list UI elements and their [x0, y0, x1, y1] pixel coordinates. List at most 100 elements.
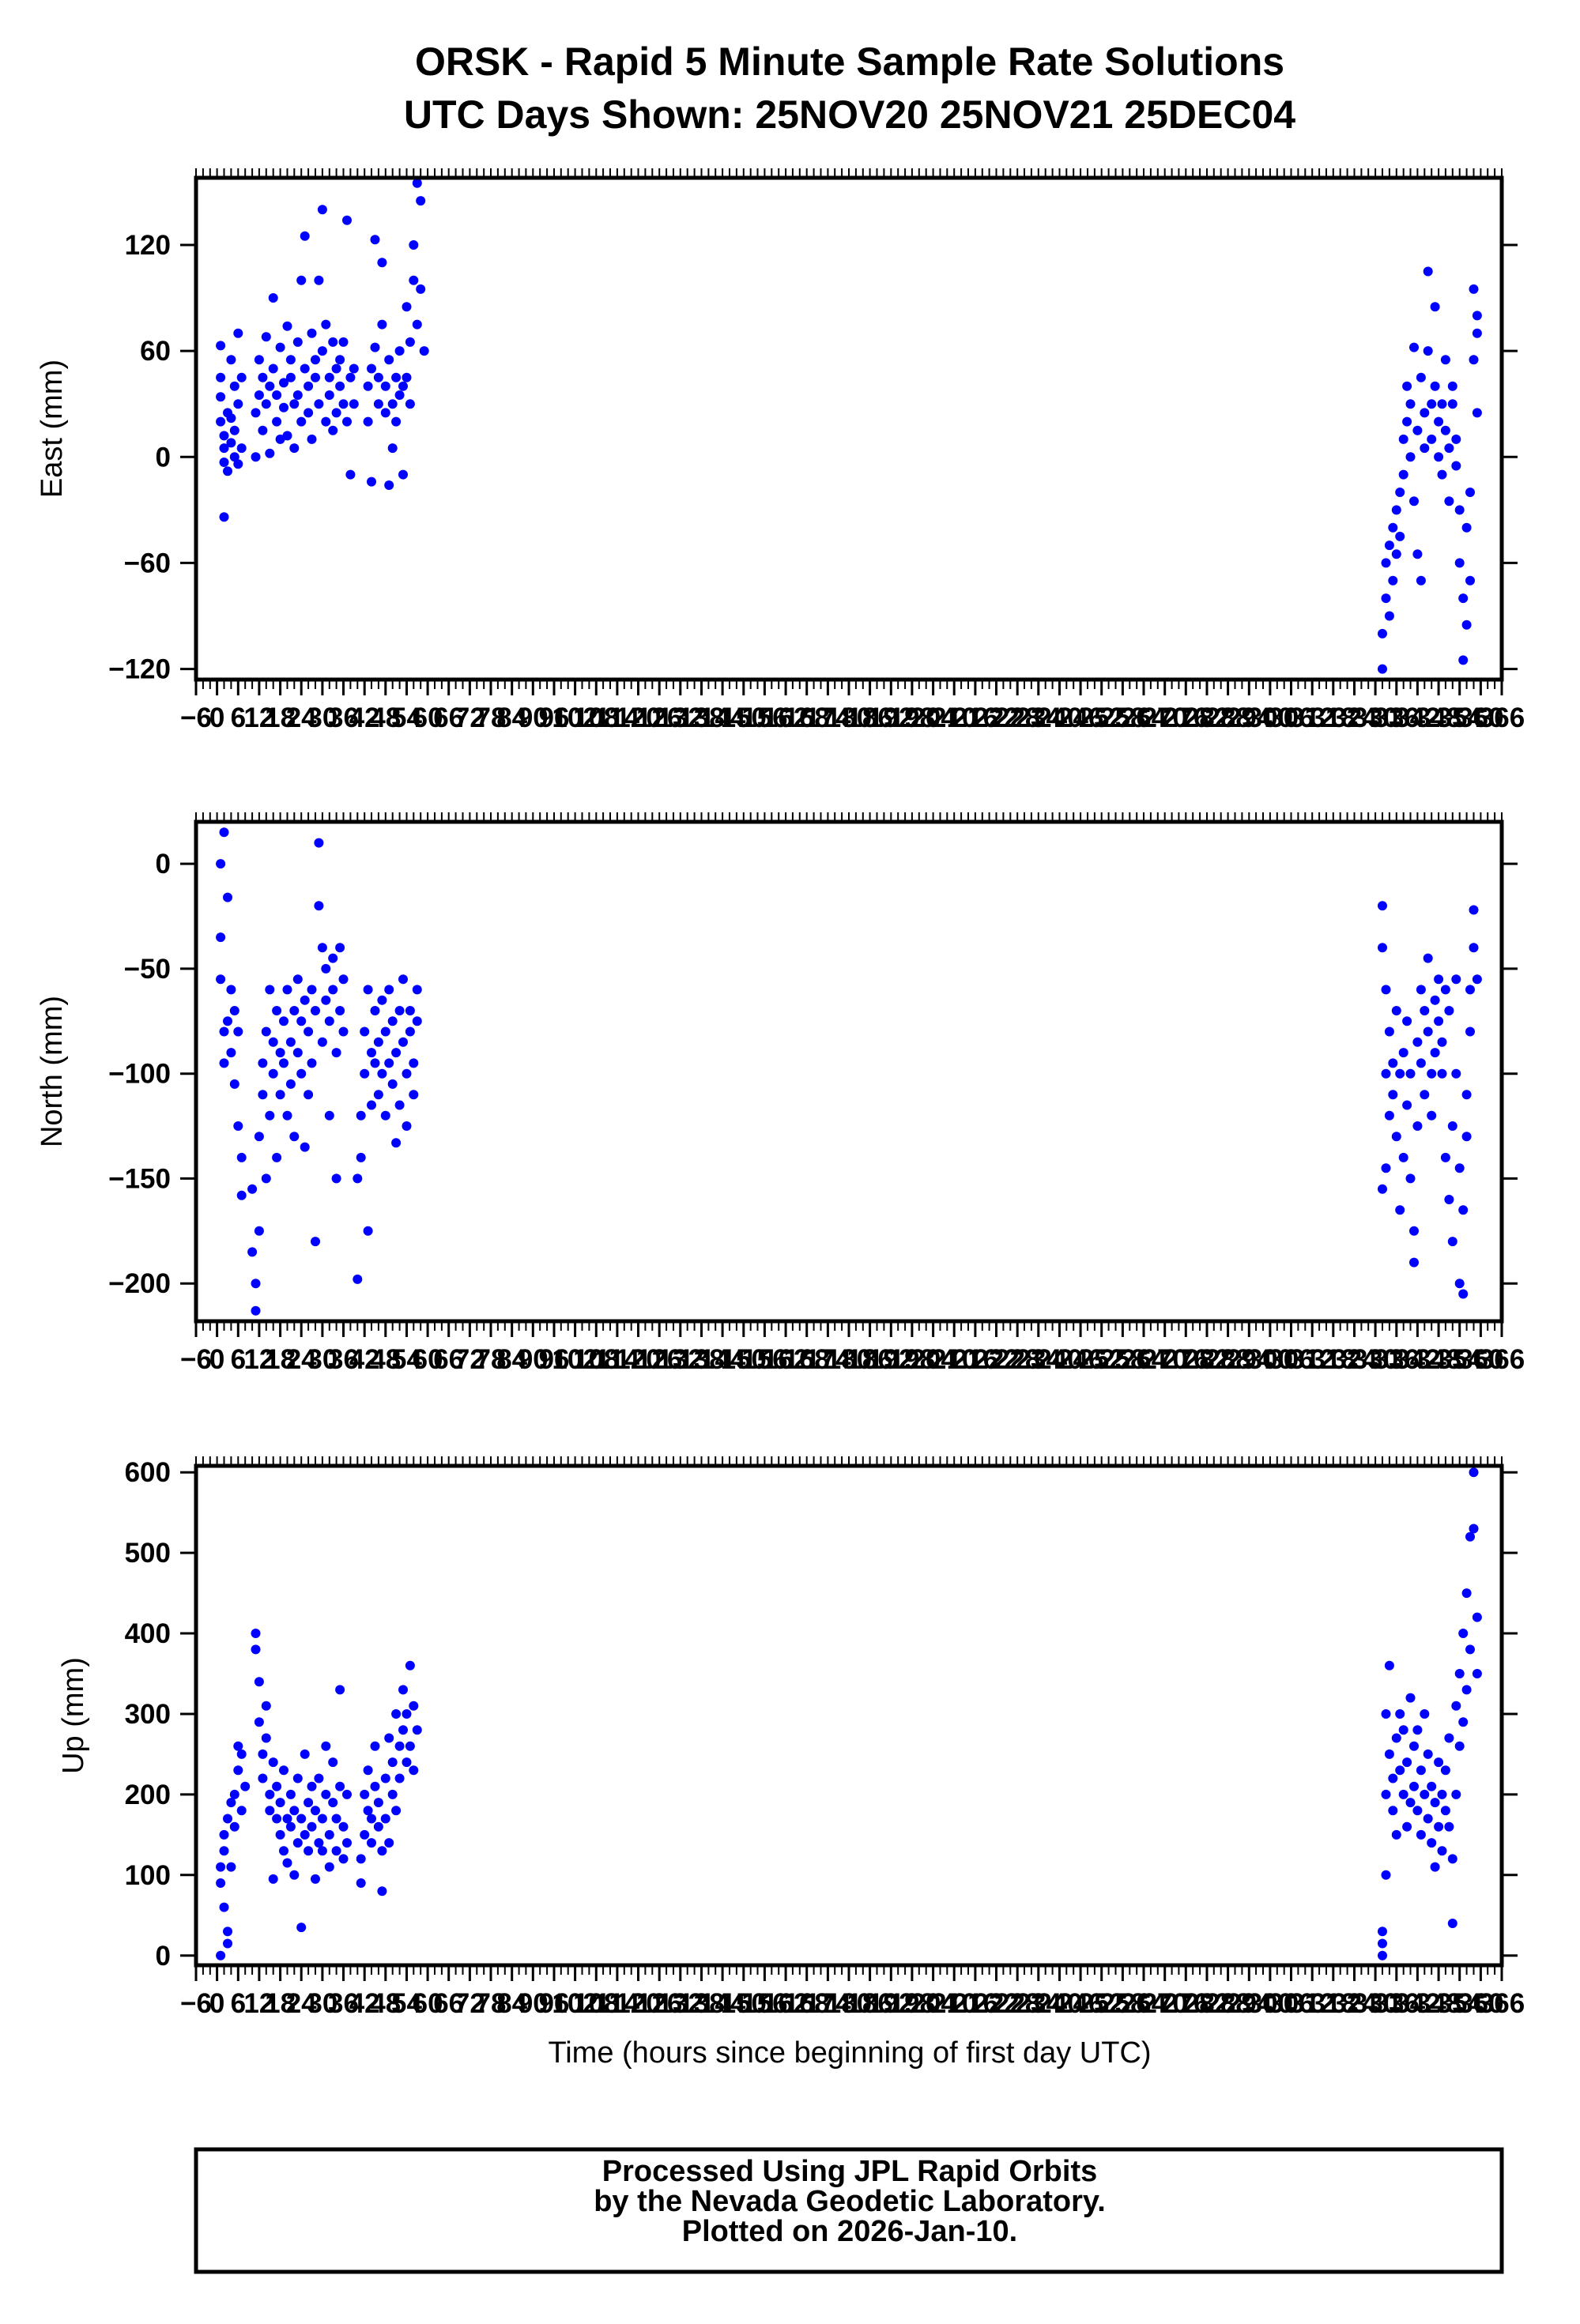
data-point: [331, 1814, 341, 1824]
x-tick-label: 0: [209, 1988, 224, 2019]
data-point: [261, 399, 271, 409]
data-point: [272, 390, 282, 400]
data-point: [1378, 1938, 1387, 1949]
x-tick-label: 120: [615, 702, 661, 733]
x-tick-label: 78: [476, 1344, 507, 1375]
data-point: [1423, 1026, 1433, 1037]
x-tick-label: 132: [658, 702, 703, 733]
x-tick-label: 198: [889, 1988, 935, 2019]
x-tick-label: 138: [678, 1988, 724, 2019]
data-point: [367, 1048, 376, 1058]
data-point: [1434, 416, 1444, 427]
x-tick-label: 24: [286, 702, 317, 733]
data-point: [1409, 1257, 1419, 1267]
data-point: [380, 1773, 390, 1783]
data-point: [338, 1821, 349, 1832]
x-tick-label: 252: [1078, 1988, 1124, 2019]
y-tick-label: 200: [125, 1780, 171, 1810]
x-tick-label: 210: [931, 1988, 977, 2019]
data-point: [356, 1152, 366, 1162]
x-tick-label: −6: [180, 702, 212, 733]
x-tick-label: 102: [552, 1988, 598, 2019]
y-tick-label: −200: [108, 1268, 171, 1299]
data-point: [1405, 1173, 1416, 1184]
data-point: [1461, 1132, 1472, 1142]
data-point: [229, 1079, 239, 1089]
data-point: [279, 1765, 288, 1776]
data-point: [292, 337, 303, 347]
data-point: [1434, 1757, 1444, 1768]
y-tick-label: 100: [125, 1860, 171, 1891]
data-point: [314, 275, 324, 285]
x-tick-label: 324: [1331, 1344, 1378, 1375]
x-tick-label: 6: [231, 1344, 246, 1375]
data-point: [279, 1058, 288, 1068]
data-point: [1388, 575, 1398, 586]
data-point: [285, 372, 296, 382]
data-point: [1388, 1806, 1398, 1816]
data-point: [251, 408, 261, 418]
data-point: [254, 1677, 264, 1687]
data-point: [1472, 311, 1482, 321]
x-tick-label: 150: [721, 1344, 767, 1375]
data-point: [236, 1806, 247, 1816]
data-point: [1458, 1205, 1469, 1215]
x-tick-label: 96: [539, 1988, 570, 2019]
data-point: [314, 399, 324, 409]
data-point: [258, 425, 268, 435]
data-point: [394, 390, 405, 400]
data-point: [384, 1058, 394, 1068]
data-point: [1395, 1068, 1405, 1079]
x-tick-label: 60: [413, 702, 443, 733]
x-tick-label: 48: [370, 1988, 401, 2019]
data-point: [272, 1814, 282, 1824]
x-tick-label: 336: [1374, 1988, 1420, 2019]
data-point: [285, 355, 296, 365]
x-tick-label: 174: [805, 1344, 851, 1375]
data-point: [1391, 1132, 1401, 1142]
plot-frame: [194, 175, 1504, 682]
data-point: [233, 399, 243, 409]
x-tick-label: 222: [973, 1988, 1019, 2019]
x-tick-label: 330: [1352, 1344, 1398, 1375]
data-point: [349, 363, 359, 374]
x-axis-label: Time (hours since beginning of first day…: [548, 2036, 1151, 2070]
x-tick-label: 324: [1331, 1988, 1378, 2019]
x-tick-label: 60: [413, 1988, 443, 2019]
data-point: [279, 402, 288, 412]
x-tick-label: 276: [1163, 1344, 1209, 1375]
data-point: [353, 1274, 363, 1284]
data-point: [216, 859, 226, 869]
data-point: [1472, 1612, 1482, 1622]
x-tick-label: 84: [496, 1344, 527, 1375]
data-point: [1412, 1037, 1423, 1047]
x-tick-label: 366: [1479, 1988, 1525, 2019]
data-point: [307, 1058, 317, 1068]
data-point: [258, 1749, 268, 1759]
y-axis-label: East (mm): [36, 360, 69, 498]
data-point: [405, 399, 415, 409]
x-tick-label: 54: [391, 1988, 422, 2019]
data-point: [1395, 488, 1405, 497]
data-point: [1461, 1685, 1472, 1695]
data-point: [1378, 901, 1387, 911]
x-tick-label: 150: [721, 1988, 767, 2019]
data-point: [304, 1846, 314, 1856]
data-point: [1402, 416, 1412, 427]
data-point: [300, 363, 310, 374]
data-point: [398, 1685, 408, 1695]
data-point: [265, 381, 275, 391]
data-point: [402, 302, 412, 312]
data-point: [1405, 399, 1416, 409]
data-point: [296, 1016, 307, 1026]
data-point: [304, 1798, 314, 1808]
data-point: [311, 1006, 320, 1015]
data-point: [1409, 1781, 1419, 1791]
data-point: [321, 963, 331, 974]
data-point: [254, 355, 264, 365]
data-point: [1458, 1717, 1469, 1727]
plot-frame: [194, 819, 1504, 1324]
data-point: [1430, 1862, 1440, 1872]
data-point: [314, 1838, 324, 1848]
data-point: [317, 943, 327, 953]
